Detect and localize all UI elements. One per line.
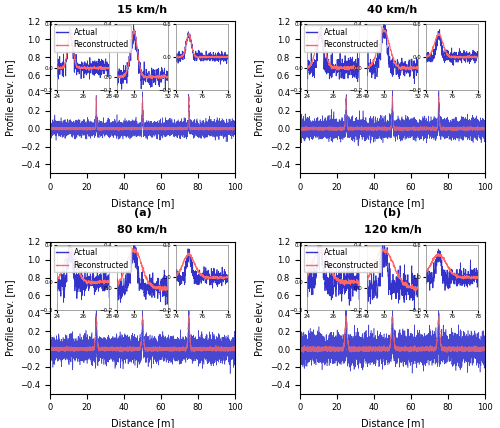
Title: 80 km/h: 80 km/h xyxy=(118,226,168,235)
Legend: Actual, Reconstructed: Actual, Reconstructed xyxy=(54,25,131,52)
Title: 120 km/h: 120 km/h xyxy=(364,226,422,235)
Text: (a): (a) xyxy=(134,208,152,218)
Legend: Actual, Reconstructed: Actual, Reconstructed xyxy=(304,25,381,52)
X-axis label: Distance [m]: Distance [m] xyxy=(111,198,174,208)
Text: (b): (b) xyxy=(384,208,402,218)
Y-axis label: Profile elev. [m]: Profile elev. [m] xyxy=(254,59,264,136)
X-axis label: Distance [m]: Distance [m] xyxy=(361,418,424,428)
Legend: Actual, Reconstructed: Actual, Reconstructed xyxy=(54,246,131,272)
Legend: Actual, Reconstructed: Actual, Reconstructed xyxy=(304,246,381,272)
Y-axis label: Profile elev. [m]: Profile elev. [m] xyxy=(254,279,264,356)
Y-axis label: Profile elev. [m]: Profile elev. [m] xyxy=(4,59,15,136)
X-axis label: Distance [m]: Distance [m] xyxy=(361,198,424,208)
Title: 15 km/h: 15 km/h xyxy=(118,5,168,15)
Y-axis label: Profile elev. [m]: Profile elev. [m] xyxy=(4,279,15,356)
Title: 40 km/h: 40 km/h xyxy=(368,5,418,15)
X-axis label: Distance [m]: Distance [m] xyxy=(111,418,174,428)
